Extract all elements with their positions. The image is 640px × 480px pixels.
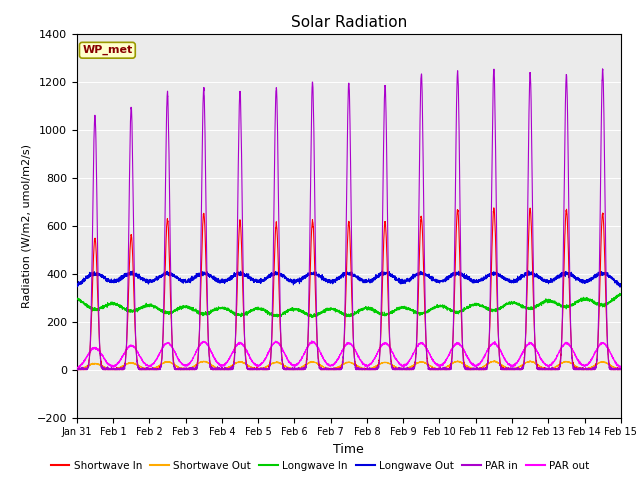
Title: Solar Radiation: Solar Radiation [291, 15, 407, 30]
Y-axis label: Radiation (W/m2, umol/m2/s): Radiation (W/m2, umol/m2/s) [21, 144, 31, 308]
Text: WP_met: WP_met [82, 45, 132, 55]
Legend: Shortwave In, Shortwave Out, Longwave In, Longwave Out, PAR in, PAR out: Shortwave In, Shortwave Out, Longwave In… [47, 456, 593, 475]
X-axis label: Time: Time [333, 443, 364, 456]
